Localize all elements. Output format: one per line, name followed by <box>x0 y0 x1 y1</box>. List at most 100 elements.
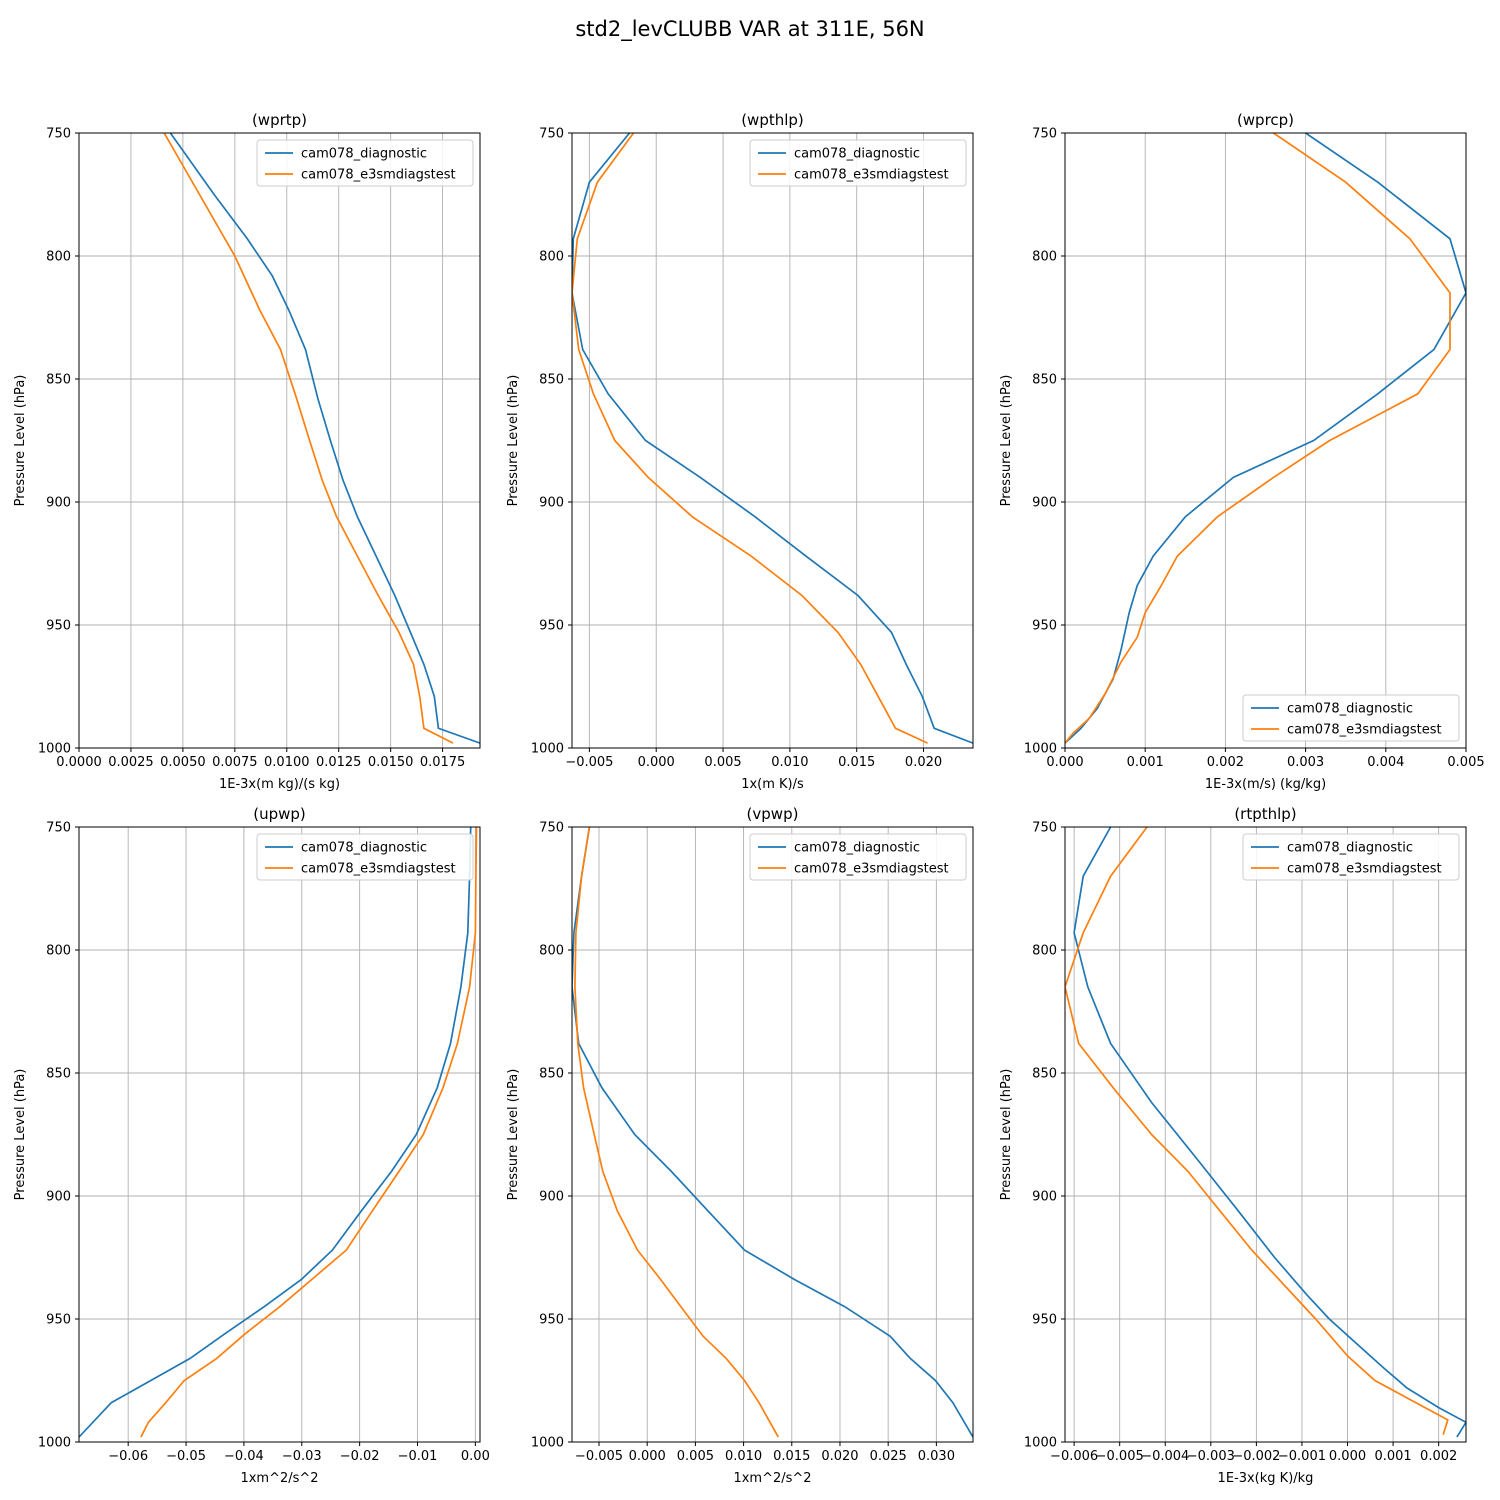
x-tick-label: 0.030 <box>918 1449 955 1464</box>
series-line <box>572 827 973 1438</box>
x-tick-label: 0.0000 <box>56 755 102 770</box>
legend-box <box>1242 694 1460 742</box>
y-axis-label: Pressure Level (hPa) <box>506 375 521 507</box>
y-tick-label: 750 <box>1032 127 1057 142</box>
y-tick-label: 950 <box>1032 1313 1057 1328</box>
legend-label: cam078_diagnostic <box>794 147 920 162</box>
x-tick-label: −0.06 <box>108 1449 148 1464</box>
x-tick-label: 0.000 <box>1046 755 1083 770</box>
x-tick-label: 0.002 <box>1207 755 1244 770</box>
y-tick-label: 800 <box>1032 250 1057 265</box>
y-tick-label: 1000 <box>38 1436 71 1451</box>
series-line <box>163 133 454 744</box>
series-line <box>169 133 480 744</box>
x-axis-label: 1E-3x(m kg)/(s kg) <box>219 777 340 792</box>
x-tick-label: 0.020 <box>905 755 942 770</box>
y-tick-label: 900 <box>46 1190 71 1205</box>
x-tick-label: −0.01 <box>398 1449 438 1464</box>
legend-label: cam078_e3smdiagstest <box>1287 723 1442 738</box>
y-tick-label: 950 <box>539 619 564 634</box>
x-tick-label: 0.015 <box>773 1449 810 1464</box>
subplot-title: (wprcp) <box>1237 111 1294 129</box>
series-line <box>79 827 472 1438</box>
x-tick-label: −0.002 <box>1232 1449 1280 1464</box>
chart-panel: −0.06 −0.05 −0.04 −0.03 −0.02 −0.01 0.00 750 800… <box>13 805 490 1486</box>
y-tick-label: 800 <box>539 944 564 959</box>
y-axis-label: Pressure Level (hPa) <box>999 375 1014 507</box>
figure-title: std2_levCLUBB VAR at 311E, 56N <box>575 17 924 42</box>
legend-label: cam078_e3smdiagstest <box>794 168 949 183</box>
x-tick-label: 0.002 <box>1420 1449 1457 1464</box>
x-tick-label: 0.015 <box>838 755 875 770</box>
y-tick-label: 1000 <box>531 1436 564 1451</box>
series-line <box>1073 827 1466 1438</box>
y-tick-label: 1000 <box>1024 742 1057 757</box>
y-tick-label: 750 <box>46 821 71 836</box>
x-tick-label: −0.004 <box>1141 1449 1189 1464</box>
plot-frame <box>1064 132 1467 749</box>
y-tick-label: 850 <box>1032 373 1057 388</box>
chart-panel: 0.0000 0.0025 0.0050 0.0075 0.0100 0.0125 0.01… <box>13 111 481 792</box>
x-tick-label: −0.005 <box>565 755 613 770</box>
x-tick-label: −0.005 <box>1096 1449 1144 1464</box>
x-tick-label: 0.0050 <box>160 755 206 770</box>
x-tick-label: 0.000 <box>629 1449 666 1464</box>
x-axis-label: 1xm^2/s^2 <box>733 1471 811 1486</box>
legend-label: cam078_e3smdiagstest <box>301 862 456 877</box>
x-tick-label: −0.05 <box>166 1449 206 1464</box>
y-axis-label: Pressure Level (hPa) <box>13 1069 28 1201</box>
y-tick-label: 850 <box>46 1067 71 1082</box>
y-tick-label: 800 <box>46 944 71 959</box>
x-tick-label: 0.004 <box>1367 755 1404 770</box>
subplot-title: (vpwp) <box>747 805 799 823</box>
y-tick-label: 950 <box>1032 619 1057 634</box>
series-line <box>140 827 478 1438</box>
x-tick-label: −0.006 <box>1050 1449 1098 1464</box>
legend: cam078_diagnostic cam078_e3smdiagstest <box>749 833 967 881</box>
y-tick-label: 750 <box>46 127 71 142</box>
x-tick-label: 0.000 <box>638 755 675 770</box>
y-tick-label: 900 <box>539 496 564 511</box>
x-tick-label: 0.0125 <box>316 755 362 770</box>
x-axis-label: 1E-3x(kg K)/kg <box>1218 1471 1314 1486</box>
legend: cam078_diagnostic cam078_e3smdiagstest <box>256 139 474 187</box>
chart-panel: 0.000 0.001 0.002 0.003 0.004 0.005 750 800 850 9… <box>999 111 1485 792</box>
chart-panel: −0.005 0.000 0.005 0.010 0.015 0.020 750 800 850… <box>506 111 974 792</box>
legend: cam078_diagnostic cam078_e3smdiagstest <box>749 139 967 187</box>
series-line <box>1065 133 1451 744</box>
legend-label: cam078_diagnostic <box>1287 841 1413 856</box>
y-tick-label: 950 <box>46 619 71 634</box>
y-tick-label: 900 <box>46 496 71 511</box>
y-tick-label: 750 <box>1032 821 1057 836</box>
x-tick-label: 0.003 <box>1287 755 1324 770</box>
plot-frame <box>78 132 481 749</box>
legend-label: cam078_diagnostic <box>301 841 427 856</box>
legend-label: cam078_e3smdiagstest <box>794 862 949 877</box>
x-tick-label: 0.0100 <box>264 755 310 770</box>
series-line <box>1065 827 1449 1435</box>
x-tick-label: 0.0175 <box>420 755 466 770</box>
x-axis-label: 1E-3x(m/s) (kg/kg) <box>1205 777 1326 792</box>
y-tick-label: 1000 <box>38 742 71 757</box>
legend-label: cam078_diagnostic <box>1287 702 1413 717</box>
chart-panel: −0.006−0.005−0.004−0.003−0.002−0.001 0.00… <box>999 805 1467 1486</box>
x-tick-label: 0.010 <box>725 1449 762 1464</box>
y-tick-label: 850 <box>1032 1067 1057 1082</box>
legend-box <box>1242 833 1460 881</box>
legend-box <box>749 139 967 187</box>
x-tick-label: −0.003 <box>1187 1449 1235 1464</box>
y-tick-label: 1000 <box>1024 1436 1057 1451</box>
x-axis-label: 1xm^2/s^2 <box>240 1471 318 1486</box>
series-line <box>574 827 780 1438</box>
legend-label: cam078_diagnostic <box>301 147 427 162</box>
series-line <box>572 133 973 744</box>
y-tick-label: 900 <box>1032 1190 1057 1205</box>
y-tick-label: 900 <box>1032 496 1057 511</box>
subplot-title: (upwp) <box>253 805 306 823</box>
series-line <box>572 133 928 744</box>
y-tick-label: 850 <box>539 373 564 388</box>
legend-label: cam078_diagnostic <box>794 841 920 856</box>
x-tick-label: −0.001 <box>1278 1449 1326 1464</box>
legend: cam078_diagnostic cam078_e3smdiagstest <box>256 833 474 881</box>
